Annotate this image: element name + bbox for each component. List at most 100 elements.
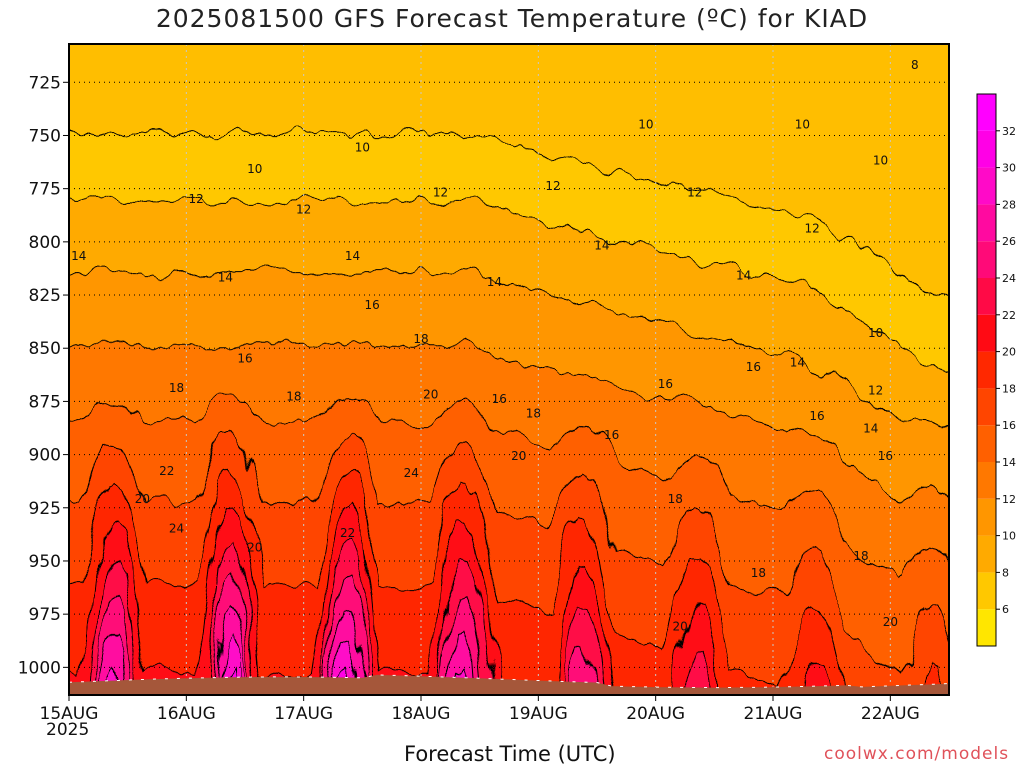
contour-label: 22 bbox=[340, 526, 355, 540]
colorbar-swatch bbox=[977, 351, 996, 389]
colorbar-swatch bbox=[977, 572, 996, 610]
colorbar-tick-label: 30 bbox=[1002, 162, 1016, 175]
colorbar-swatch bbox=[977, 535, 996, 573]
contour-label: 12 bbox=[868, 383, 883, 397]
contour-label: 12 bbox=[433, 185, 448, 199]
surface-terrain bbox=[69, 674, 949, 695]
contour-label: 14 bbox=[71, 249, 86, 263]
contour-label: 16 bbox=[746, 360, 761, 374]
x-axis: 15AUG 16AUG 17AUG 18AUG 19AUG 20AUG 21AUG 22AUG bbox=[40, 695, 920, 724]
x-tick-label: 15AUG bbox=[40, 704, 99, 724]
colorbar-frame bbox=[976, 93, 997, 647]
y-tick-label: 1000 bbox=[18, 658, 61, 678]
contour-label: 20 bbox=[883, 615, 898, 629]
contour-label: 16 bbox=[237, 351, 252, 365]
contour-label: 16 bbox=[809, 409, 824, 423]
contour-label: 22 bbox=[159, 464, 174, 478]
contour-label: 18 bbox=[526, 407, 541, 421]
y-tick-label: 925 bbox=[29, 499, 61, 519]
colorbar-swatch bbox=[977, 241, 996, 278]
colorbar-swatch bbox=[977, 609, 996, 646]
contour-label: 14 bbox=[790, 356, 805, 370]
contour-label: 12 bbox=[804, 222, 819, 236]
contour-label: 10 bbox=[873, 154, 888, 168]
colorbar-swatch bbox=[977, 130, 996, 168]
colorbar-tick-label: 12 bbox=[1002, 493, 1016, 506]
y-tick-label: 975 bbox=[29, 605, 61, 625]
contour-label: 14 bbox=[863, 422, 878, 436]
chart-title: 2025081500 GFS Forecast Temperature (ºC)… bbox=[155, 4, 869, 33]
contour-label: 14 bbox=[218, 271, 233, 285]
contour-label: 18 bbox=[286, 390, 301, 404]
contour-label: 18 bbox=[853, 549, 868, 563]
temperature-band-32 bbox=[49, 735, 968, 738]
contour-label: 20 bbox=[511, 449, 526, 463]
contour-label: 16 bbox=[492, 392, 507, 406]
contour-label: 14 bbox=[345, 249, 360, 263]
x-tick-label: 18AUG bbox=[392, 704, 451, 724]
colorbar-swatch bbox=[977, 462, 996, 499]
contour-label: 20 bbox=[672, 619, 687, 633]
y-tick-label: 800 bbox=[29, 233, 61, 253]
colorbar-tick-label: 10 bbox=[1002, 530, 1016, 543]
colorbar: 6 8 10 12 14 16 18 20 22 24 26 28 30 32 bbox=[976, 93, 1016, 647]
colorbar-swatch bbox=[977, 94, 996, 131]
grid-lines bbox=[69, 44, 949, 695]
contour-label: 12 bbox=[545, 179, 560, 193]
contour-label: 20 bbox=[423, 388, 438, 402]
x-tick-label: 20AUG bbox=[626, 704, 685, 724]
temperature-bands bbox=[49, 132, 968, 738]
plot-frame bbox=[68, 43, 950, 696]
credit-link[interactable]: coolwx.com/models bbox=[824, 744, 1010, 764]
contour-label: 16 bbox=[878, 449, 893, 463]
x-tick-label: 16AUG bbox=[157, 704, 216, 724]
y-tick-label: 850 bbox=[29, 339, 61, 359]
y-tick-label: 750 bbox=[29, 126, 61, 146]
contour-label: 10 bbox=[868, 326, 883, 340]
y-axis: 725 750 775 800 825 850 875 900 925 950 975 1000 bbox=[18, 73, 69, 678]
x-axis-title: Forecast Time (UTC) bbox=[404, 742, 616, 766]
contour-label: 16 bbox=[658, 377, 673, 391]
contour-label: 18 bbox=[668, 492, 683, 506]
x-tick-label: 22AUG bbox=[861, 704, 920, 724]
x-axis-year-label: 2025 bbox=[46, 720, 90, 740]
colorbar-tick-label: 16 bbox=[1002, 419, 1016, 432]
colorbar-tick-label: 6 bbox=[1002, 603, 1009, 616]
y-tick-label: 775 bbox=[29, 180, 61, 200]
y-tick-label: 900 bbox=[29, 446, 61, 466]
contour-label: 24 bbox=[169, 522, 184, 536]
colorbar-tick-label: 20 bbox=[1002, 346, 1016, 359]
contour-label: 10 bbox=[355, 141, 370, 155]
contour-label: 16 bbox=[604, 428, 619, 442]
colorbar-swatch bbox=[977, 425, 996, 462]
colorbar-tick-label: 8 bbox=[1002, 566, 1009, 579]
contour-label: 24 bbox=[404, 466, 419, 480]
contour-label: 16 bbox=[364, 298, 379, 312]
colorbar-tick-label: 26 bbox=[1002, 235, 1016, 248]
colorbar-tick-label: 28 bbox=[1002, 198, 1016, 211]
y-tick-label: 875 bbox=[29, 392, 61, 412]
temperature-band-18 bbox=[69, 471, 947, 695]
colorbar-tick-label: 24 bbox=[1002, 272, 1016, 285]
colorbar-swatch bbox=[977, 278, 996, 315]
contour-label: 14 bbox=[487, 275, 502, 289]
colorbar-swatch bbox=[977, 167, 996, 205]
contour-label: 12 bbox=[188, 192, 203, 206]
y-tick-label: 725 bbox=[29, 73, 61, 93]
contour-label: 20 bbox=[247, 541, 262, 555]
contour-label: 18 bbox=[751, 566, 766, 580]
contour-label: 10 bbox=[638, 117, 653, 131]
contour-label: 14 bbox=[736, 268, 751, 282]
contour-label: 12 bbox=[687, 185, 702, 199]
colorbar-tick-label: 14 bbox=[1002, 456, 1016, 469]
contour-label: 18 bbox=[413, 332, 428, 346]
colorbar-swatch bbox=[977, 204, 996, 242]
colorbar-swatch bbox=[977, 314, 996, 352]
colorbar-swatch bbox=[977, 498, 996, 536]
colorbar-tick-label: 32 bbox=[1002, 125, 1016, 138]
x-tick-label: 21AUG bbox=[744, 704, 803, 724]
contour-label: 8 bbox=[911, 58, 919, 72]
contour-label: 10 bbox=[247, 162, 262, 176]
